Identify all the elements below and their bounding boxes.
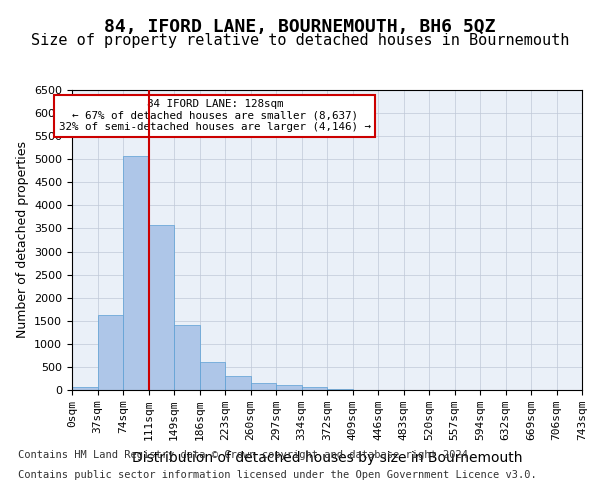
Bar [97, 315, 123, 390]
Bar [174, 326, 199, 390]
X-axis label: Distribution of detached houses by size in Bournemouth: Distribution of detached houses by size … [132, 452, 522, 466]
Bar [72, 386, 97, 390]
Bar [123, 156, 149, 390]
Bar [327, 388, 353, 390]
Bar [199, 362, 225, 390]
Y-axis label: Number of detached properties: Number of detached properties [16, 142, 29, 338]
Text: Contains HM Land Registry data © Crown copyright and database right 2024.: Contains HM Land Registry data © Crown c… [18, 450, 474, 460]
Bar [251, 383, 276, 390]
Text: 84 IFORD LANE: 128sqm
← 67% of detached houses are smaller (8,637)
32% of semi-d: 84 IFORD LANE: 128sqm ← 67% of detached … [59, 99, 371, 132]
Text: Contains public sector information licensed under the Open Government Licence v3: Contains public sector information licen… [18, 470, 537, 480]
Bar [149, 225, 174, 390]
Bar [225, 376, 251, 390]
Text: Size of property relative to detached houses in Bournemouth: Size of property relative to detached ho… [31, 32, 569, 48]
Bar [276, 386, 302, 390]
Bar [302, 387, 327, 390]
Text: 84, IFORD LANE, BOURNEMOUTH, BH6 5QZ: 84, IFORD LANE, BOURNEMOUTH, BH6 5QZ [104, 18, 496, 36]
